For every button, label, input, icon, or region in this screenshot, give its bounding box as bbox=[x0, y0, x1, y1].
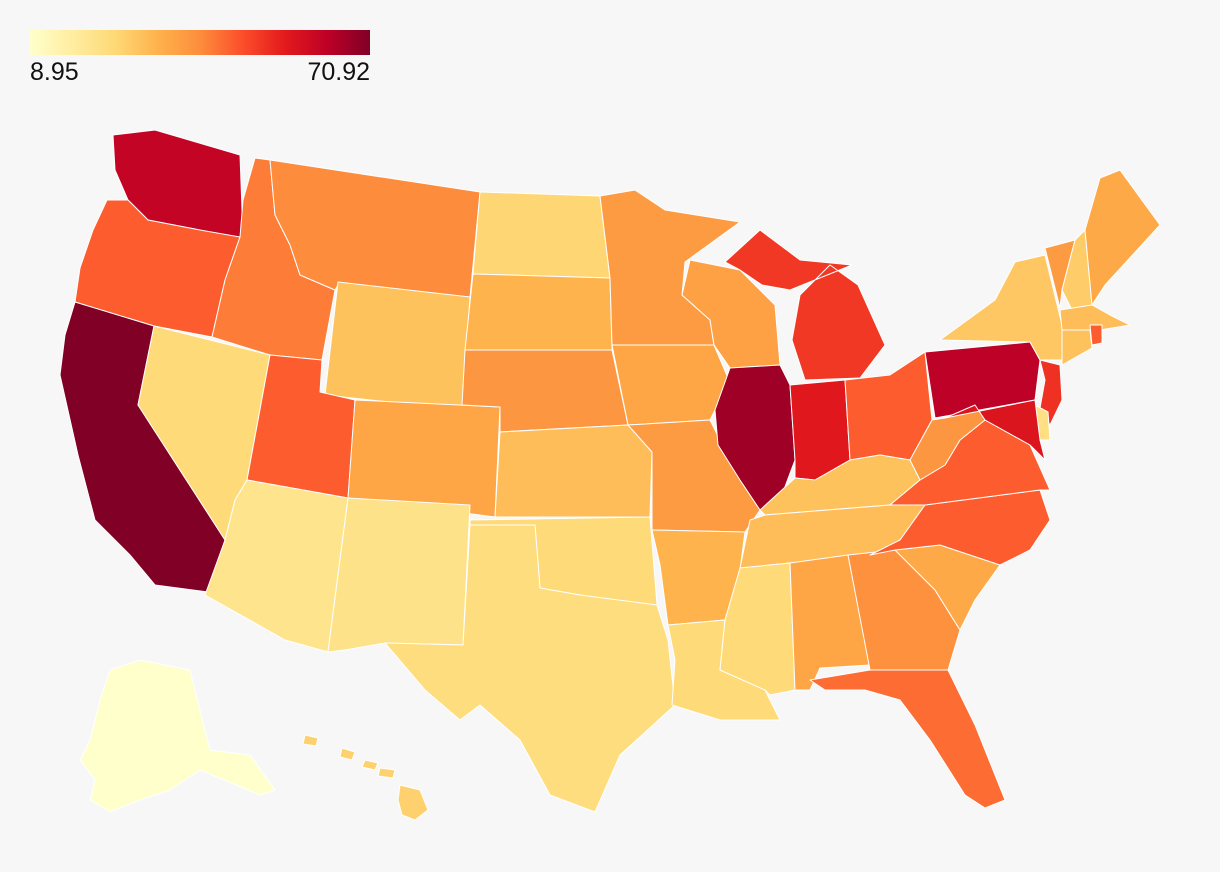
state-nj[interactable] bbox=[1039, 359, 1063, 426]
state-ri[interactable] bbox=[1089, 324, 1103, 346]
state-nd[interactable] bbox=[472, 191, 611, 279]
state-fl[interactable] bbox=[809, 669, 1006, 809]
state-wy[interactable] bbox=[324, 281, 471, 411]
legend-max-label: 70.92 bbox=[307, 58, 370, 86]
state-nm[interactable] bbox=[327, 497, 471, 653]
state-tx[interactable] bbox=[384, 524, 676, 813]
state-ia[interactable] bbox=[611, 344, 729, 426]
state-hi[interactable] bbox=[302, 734, 429, 821]
state-me[interactable] bbox=[1084, 169, 1161, 306]
state-sd[interactable] bbox=[464, 273, 613, 351]
state-ks[interactable] bbox=[494, 424, 653, 518]
state-mi[interactable] bbox=[724, 229, 886, 381]
legend-min-label: 8.95 bbox=[30, 58, 79, 86]
state-md[interactable] bbox=[944, 399, 1046, 461]
state-ct[interactable] bbox=[1061, 329, 1093, 366]
states-layer bbox=[59, 129, 1161, 821]
state-ak[interactable] bbox=[79, 659, 276, 813]
state-ny[interactable] bbox=[939, 254, 1063, 361]
state-pa[interactable] bbox=[924, 341, 1041, 419]
legend-color-bar bbox=[30, 30, 370, 55]
